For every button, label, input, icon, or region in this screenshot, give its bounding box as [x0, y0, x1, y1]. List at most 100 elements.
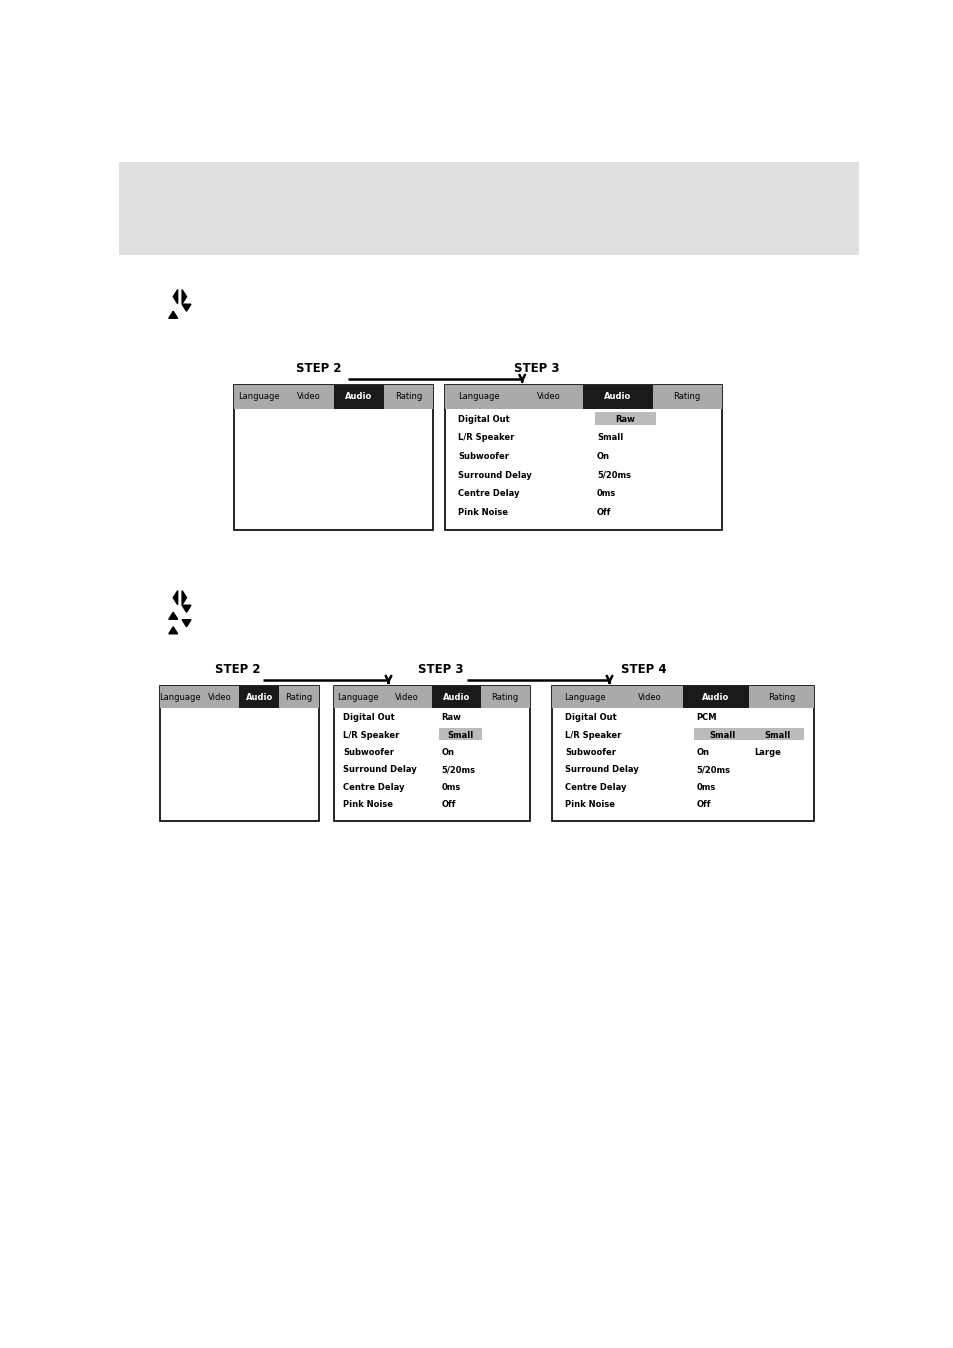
Text: Language: Language — [237, 392, 279, 402]
Text: PCM: PCM — [696, 713, 716, 723]
Text: Raw: Raw — [615, 415, 635, 423]
Bar — [233, 386, 283, 408]
Text: On: On — [597, 452, 609, 461]
Text: Surround Delay: Surround Delay — [564, 766, 638, 774]
Text: Digital Out: Digital Out — [343, 713, 395, 723]
Text: Pink Noise: Pink Noise — [458, 508, 508, 518]
Bar — [748, 686, 813, 708]
Bar — [160, 686, 318, 821]
Text: Video: Video — [537, 392, 559, 402]
Text: Video: Video — [208, 693, 232, 701]
Text: Pink Noise: Pink Noise — [564, 799, 615, 809]
Bar — [444, 386, 514, 408]
Text: Small: Small — [764, 731, 790, 740]
Polygon shape — [182, 590, 187, 605]
Text: 0ms: 0ms — [441, 783, 460, 791]
Text: Language: Language — [159, 693, 200, 701]
Bar — [233, 386, 433, 530]
Bar — [382, 686, 431, 708]
Text: Subwoofer: Subwoofer — [458, 452, 509, 461]
Text: Subwoofer: Subwoofer — [564, 748, 616, 756]
Text: Small: Small — [709, 731, 735, 740]
Bar — [431, 686, 480, 708]
Text: 5/20ms: 5/20ms — [441, 766, 475, 774]
Text: Video: Video — [296, 392, 320, 402]
Text: Surround Delay: Surround Delay — [458, 470, 532, 480]
Text: Digital Out: Digital Out — [458, 415, 510, 423]
Text: On: On — [696, 748, 708, 756]
Text: Rating: Rating — [673, 392, 700, 402]
Bar — [119, 162, 858, 255]
Polygon shape — [182, 305, 191, 311]
Bar — [199, 686, 239, 708]
Polygon shape — [173, 590, 177, 605]
Text: 5/20ms: 5/20ms — [696, 766, 729, 774]
Bar — [652, 386, 721, 408]
Bar — [444, 386, 721, 530]
Text: Centre Delay: Centre Delay — [458, 489, 519, 499]
Bar — [279, 686, 318, 708]
Text: STEP 4: STEP 4 — [620, 663, 666, 675]
Bar — [682, 686, 748, 708]
Text: Off: Off — [441, 799, 456, 809]
Text: Audio: Audio — [603, 392, 631, 402]
Bar — [438, 728, 482, 740]
Text: Raw: Raw — [441, 713, 461, 723]
Text: Language: Language — [337, 693, 378, 701]
Bar — [480, 686, 529, 708]
Text: Rating: Rating — [285, 693, 313, 701]
Text: Surround Delay: Surround Delay — [343, 766, 416, 774]
Text: 0ms: 0ms — [597, 489, 616, 499]
Polygon shape — [182, 290, 187, 303]
Text: L/R Speaker: L/R Speaker — [564, 731, 620, 740]
Text: Rating: Rating — [395, 392, 422, 402]
Text: L/R Speaker: L/R Speaker — [343, 731, 399, 740]
Text: Small: Small — [597, 433, 622, 442]
Text: Centre Delay: Centre Delay — [343, 783, 404, 791]
Bar — [334, 686, 529, 821]
Polygon shape — [182, 605, 191, 612]
Bar — [283, 386, 334, 408]
Bar — [582, 386, 652, 408]
Text: Off: Off — [597, 508, 611, 518]
Text: Audio: Audio — [245, 693, 273, 701]
Polygon shape — [169, 612, 177, 619]
Bar — [160, 686, 199, 708]
Text: Language: Language — [458, 392, 499, 402]
Text: Pink Noise: Pink Noise — [343, 799, 393, 809]
Text: STEP 3: STEP 3 — [514, 361, 559, 375]
Polygon shape — [169, 311, 177, 318]
Text: 5/20ms: 5/20ms — [597, 470, 630, 480]
Bar — [551, 686, 813, 821]
Text: Language: Language — [563, 693, 605, 701]
Text: 0ms: 0ms — [696, 783, 715, 791]
Text: Large: Large — [753, 748, 780, 756]
Polygon shape — [169, 627, 177, 634]
Bar — [617, 686, 682, 708]
Text: Video: Video — [638, 693, 661, 701]
Text: Audio: Audio — [345, 392, 372, 402]
Polygon shape — [173, 290, 177, 303]
Bar — [751, 728, 803, 740]
Bar — [595, 411, 655, 425]
Bar — [383, 386, 433, 408]
Text: Video: Video — [395, 693, 418, 701]
Polygon shape — [182, 620, 191, 627]
Text: STEP 2: STEP 2 — [214, 663, 260, 675]
Text: Rating: Rating — [767, 693, 794, 701]
Text: Audio: Audio — [701, 693, 729, 701]
Bar — [514, 386, 582, 408]
Bar — [239, 686, 279, 708]
Text: Off: Off — [696, 799, 710, 809]
Text: Rating: Rating — [491, 693, 518, 701]
Text: Centre Delay: Centre Delay — [564, 783, 626, 791]
Text: Digital Out: Digital Out — [564, 713, 616, 723]
Text: STEP 3: STEP 3 — [417, 663, 463, 675]
Bar — [551, 686, 617, 708]
Bar — [334, 386, 383, 408]
Text: On: On — [441, 748, 454, 756]
Text: Small: Small — [447, 731, 474, 740]
Text: Subwoofer: Subwoofer — [343, 748, 394, 756]
Text: L/R Speaker: L/R Speaker — [458, 433, 515, 442]
Bar — [693, 728, 751, 740]
